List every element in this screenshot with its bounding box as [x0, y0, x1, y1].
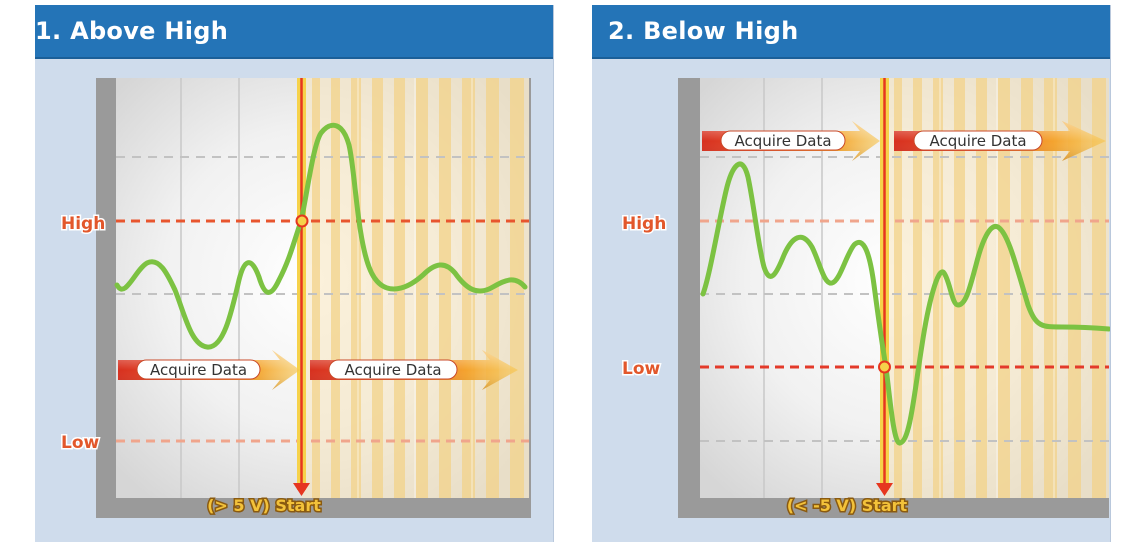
- trigger-point-marker: [878, 360, 891, 374]
- trigger-line: [876, 78, 893, 496]
- low-label: Low: [61, 433, 100, 453]
- start-label: (> 5 V) Start: [207, 496, 321, 515]
- acquire-data-label-post: Acquire Data: [344, 361, 441, 379]
- acquire-data-arrow-pre: Acquire Data: [702, 121, 880, 161]
- high-label: High: [61, 214, 105, 234]
- start-label: (< -5 V) Start: [787, 496, 908, 515]
- acquire-data-arrow-pre: Acquire Data: [118, 350, 300, 390]
- high-label: High: [622, 214, 666, 234]
- horizontal-gridlines: [116, 156, 529, 295]
- panel-below-high: 2. Below High: [592, 5, 1111, 542]
- trigger-diagram: Acquire Data Acquire Data High Low (< -5…: [621, 78, 1110, 518]
- low-label: Low: [622, 359, 661, 379]
- acquire-data-arrow-post: Acquire Data: [310, 350, 518, 390]
- acquire-data-label-pre: Acquire Data: [734, 132, 831, 150]
- acquire-data-label-pre: Acquire Data: [150, 361, 247, 379]
- post-trigger-zone: [302, 78, 529, 498]
- horizontal-gridlines: [700, 156, 1109, 442]
- panel-header: 1. Above High: [35, 5, 553, 59]
- panel-title: 1. Above High: [35, 17, 229, 45]
- trigger-point-marker: [295, 214, 309, 228]
- trigger-diagram: Acquire Data Acquire Data High Low (> 5 …: [60, 78, 531, 518]
- acquire-data-arrow-post: Acquire Data: [894, 121, 1106, 161]
- trigger-line: [293, 78, 310, 496]
- panel-above-high: 1. Above High: [35, 5, 554, 542]
- panel-header: 2. Below High: [592, 5, 1110, 59]
- panel-title: 2. Below High: [608, 17, 799, 45]
- signal-waveform: [114, 122, 528, 350]
- acquire-data-label-post: Acquire Data: [929, 132, 1026, 150]
